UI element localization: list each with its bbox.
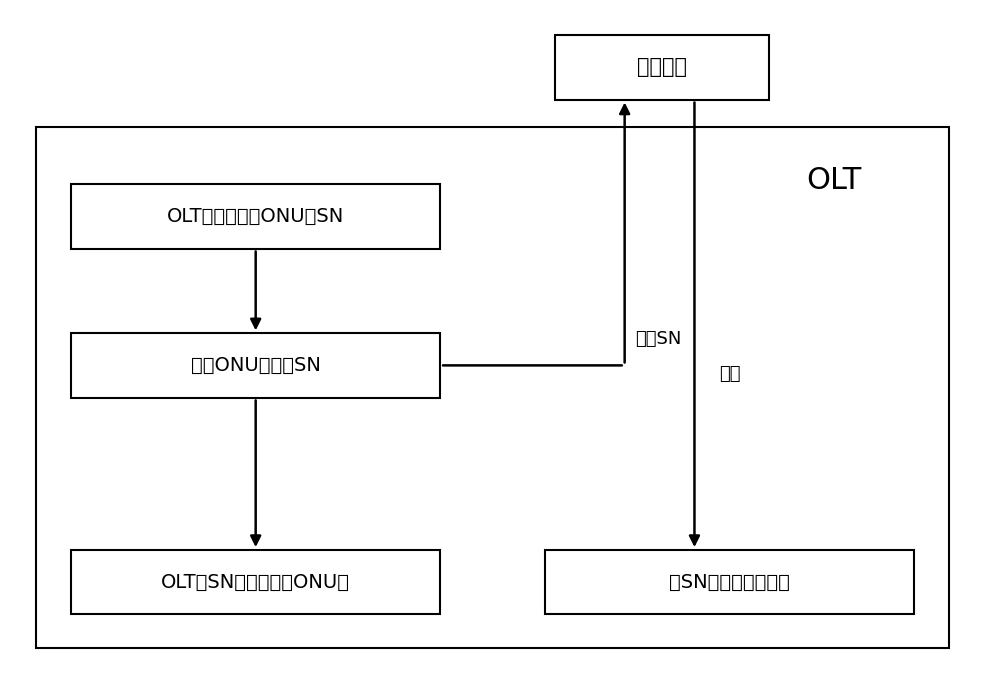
Text: OLT: OLT (806, 167, 862, 195)
Text: 网管系统: 网管系统 (637, 57, 687, 78)
Bar (71, 184, 440, 249)
Text: OLT周期性查询ONU的SN: OLT周期性查询ONU的SN (167, 207, 344, 226)
Bar (71, 550, 440, 614)
Bar (71, 333, 440, 398)
Text: 收到ONU上报的SN: 收到ONU上报的SN (191, 356, 321, 375)
Text: 将SN加入到注册表中: 将SN加入到注册表中 (669, 573, 790, 592)
Bar (545, 550, 914, 614)
Bar (36, 126, 949, 648)
Text: OLT将SN加入到在线ONU表: OLT将SN加入到在线ONU表 (161, 573, 350, 592)
Text: 上报SN: 上报SN (635, 330, 681, 348)
Bar (555, 35, 769, 99)
Text: 授权: 授权 (719, 365, 741, 383)
